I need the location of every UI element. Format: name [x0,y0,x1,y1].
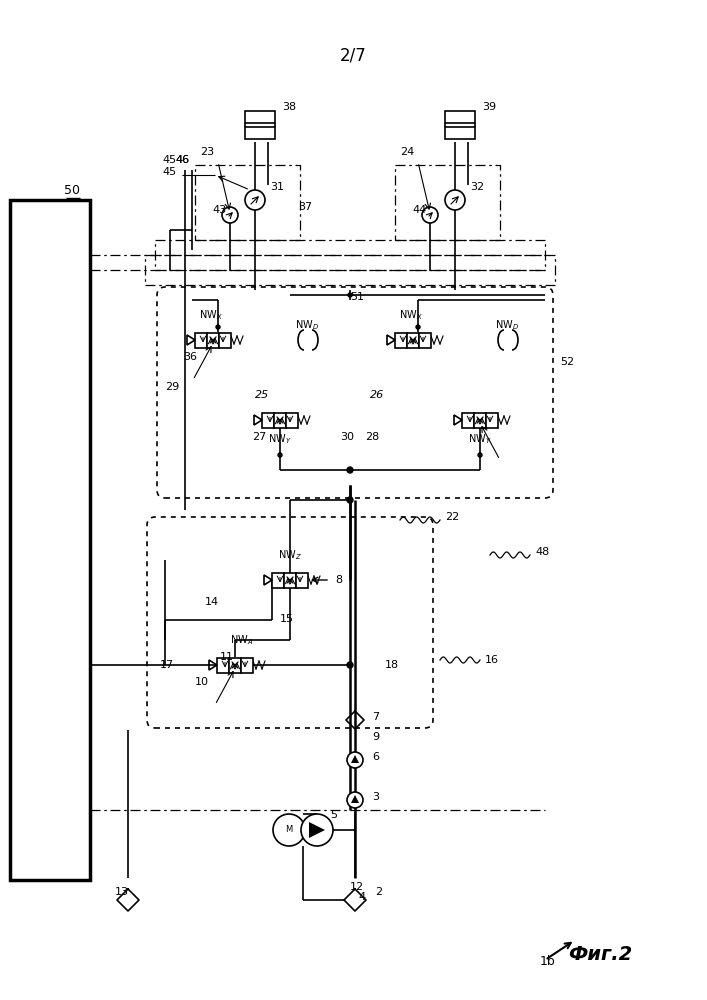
Bar [217,658,229,672]
Bar [245,127,275,139]
Text: 3: 3 [372,792,379,802]
Text: 36: 36 [183,352,197,362]
Bar [241,658,253,672]
Text: 15: 15 [280,614,294,624]
Polygon shape [351,795,359,803]
Text: 25: 25 [255,390,269,400]
Bar [274,412,286,428]
Text: NW$_A$: NW$_A$ [230,633,253,647]
FancyBboxPatch shape [157,287,553,498]
Text: 29: 29 [165,382,180,392]
Text: 30: 30 [340,432,354,442]
Circle shape [347,662,353,668]
Circle shape [347,792,363,808]
Text: 1b: 1b [540,955,556,968]
Text: 45: 45 [162,155,176,165]
Text: 48: 48 [535,547,549,557]
Text: 44: 44 [412,205,426,215]
Circle shape [347,752,363,768]
Text: 14: 14 [205,597,219,607]
Bar [462,412,474,428]
Circle shape [478,453,482,457]
Text: 37: 37 [298,202,312,212]
Polygon shape [351,755,359,763]
Bar [245,111,275,123]
Text: 2/7: 2/7 [339,46,366,64]
Circle shape [416,325,420,329]
Circle shape [222,207,238,223]
Text: NW$_Y$: NW$_Y$ [468,432,492,446]
Circle shape [245,190,265,210]
Circle shape [445,190,465,210]
Circle shape [216,325,220,329]
Circle shape [273,814,305,846]
Text: 51: 51 [350,292,364,302]
Text: 32: 32 [470,182,484,192]
Bar [207,332,219,348]
Circle shape [348,293,352,297]
Text: 4: 4 [358,892,365,902]
Text: 11: 11 [220,652,234,662]
Bar [445,111,475,123]
Text: 17: 17 [160,660,174,670]
Text: 18: 18 [385,660,399,670]
Bar [474,412,486,428]
Text: NW$_D$: NW$_D$ [295,318,319,332]
Circle shape [422,207,438,223]
Bar [486,412,498,428]
Bar [286,412,298,428]
Text: NW$_D$: NW$_D$ [495,318,519,332]
Bar [272,572,284,587]
Bar [296,572,308,587]
Circle shape [347,497,353,503]
Text: 12: 12 [350,882,364,892]
Polygon shape [309,822,325,838]
Text: 39: 39 [482,102,496,112]
Circle shape [347,467,353,473]
Text: 5: 5 [330,810,337,820]
Text: NW$_Z$: NW$_Z$ [278,548,302,562]
Text: 50: 50 [64,184,80,196]
Text: 28: 28 [365,432,379,442]
Text: 13: 13 [115,887,129,897]
Bar [445,127,475,139]
Text: 22: 22 [445,512,460,522]
Bar [407,332,419,348]
FancyBboxPatch shape [147,517,433,728]
Bar [10,200,90,880]
Text: 26: 26 [370,390,384,400]
Bar [195,332,207,348]
Text: 8: 8 [335,575,342,585]
Text: 52: 52 [560,357,574,367]
Text: 16: 16 [485,655,499,665]
Bar [284,572,296,587]
Text: 31: 31 [270,182,284,192]
Text: 10: 10 [195,677,209,687]
Text: 46: 46 [175,155,189,165]
Bar [229,658,241,672]
Text: 43: 43 [212,205,226,215]
Text: NW$_X$: NW$_X$ [399,308,423,322]
Circle shape [301,814,333,846]
Circle shape [278,453,282,457]
Text: NW$_X$: NW$_X$ [199,308,223,322]
Text: Фиг.2: Фиг.2 [568,945,632,964]
Text: 7: 7 [372,712,379,722]
Bar [219,332,231,348]
Text: 9: 9 [372,732,379,742]
Text: 45: 45 [162,167,176,177]
Bar [419,332,431,348]
Text: NW$_Y$: NW$_Y$ [268,432,292,446]
Bar [395,332,407,348]
Text: M: M [286,826,293,834]
Text: 23: 23 [200,147,214,157]
Bar [262,412,274,428]
Text: 38: 38 [282,102,296,112]
Text: 2: 2 [375,887,382,897]
Text: 27: 27 [252,432,267,442]
Text: 24: 24 [400,147,414,157]
Text: 46: 46 [175,155,189,165]
Text: 6: 6 [372,752,379,762]
